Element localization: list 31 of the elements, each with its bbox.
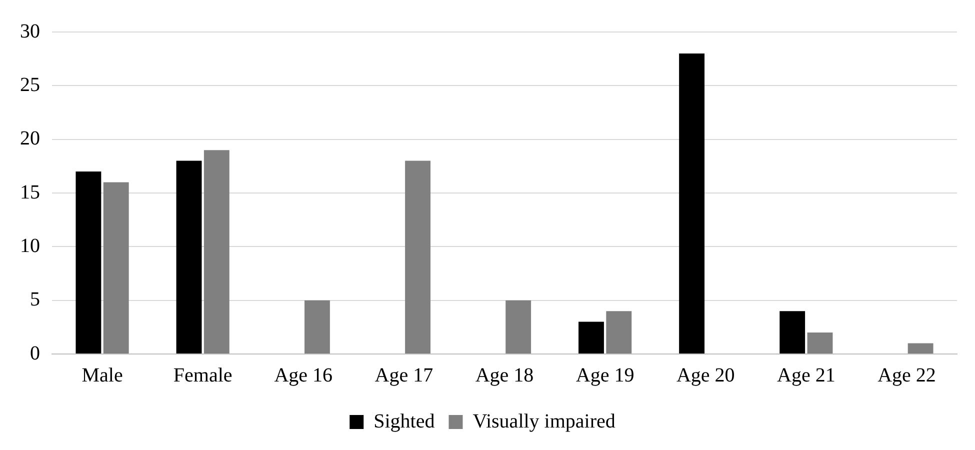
bar	[578, 322, 604, 354]
bar	[606, 311, 632, 354]
bar	[807, 332, 833, 354]
bar	[405, 160, 430, 354]
bar	[506, 300, 532, 354]
bar	[679, 53, 705, 354]
legend-label: Visually impaired	[472, 410, 616, 432]
bar	[908, 343, 934, 354]
y-tick-label: 20	[20, 128, 40, 150]
x-tick-label: Age 16	[274, 364, 333, 386]
x-tick-label: Age 20	[676, 364, 735, 386]
legend-label: Sighted	[374, 410, 435, 432]
x-tick-label: Age 19	[576, 364, 634, 386]
x-tick-label: Age 18	[475, 364, 534, 386]
bar	[304, 300, 330, 354]
x-tick-label: Age 21	[777, 364, 836, 386]
x-tick-label: Male	[82, 364, 123, 386]
bar	[76, 172, 102, 354]
y-tick-label: 15	[20, 181, 40, 204]
x-tick-label: Age 17	[374, 364, 434, 386]
y-tick-label: 30	[20, 20, 40, 42]
x-tick-label: Age 22	[878, 364, 936, 386]
bar	[780, 311, 806, 354]
bar	[176, 160, 202, 354]
y-tick-label: 25	[20, 74, 40, 96]
y-tick-label: 5	[30, 288, 40, 311]
y-tick-label: 0	[30, 342, 40, 364]
x-tick-label: Female	[173, 364, 232, 386]
bar	[204, 150, 230, 354]
bar	[103, 182, 129, 354]
y-tick-label: 10	[20, 234, 40, 257]
